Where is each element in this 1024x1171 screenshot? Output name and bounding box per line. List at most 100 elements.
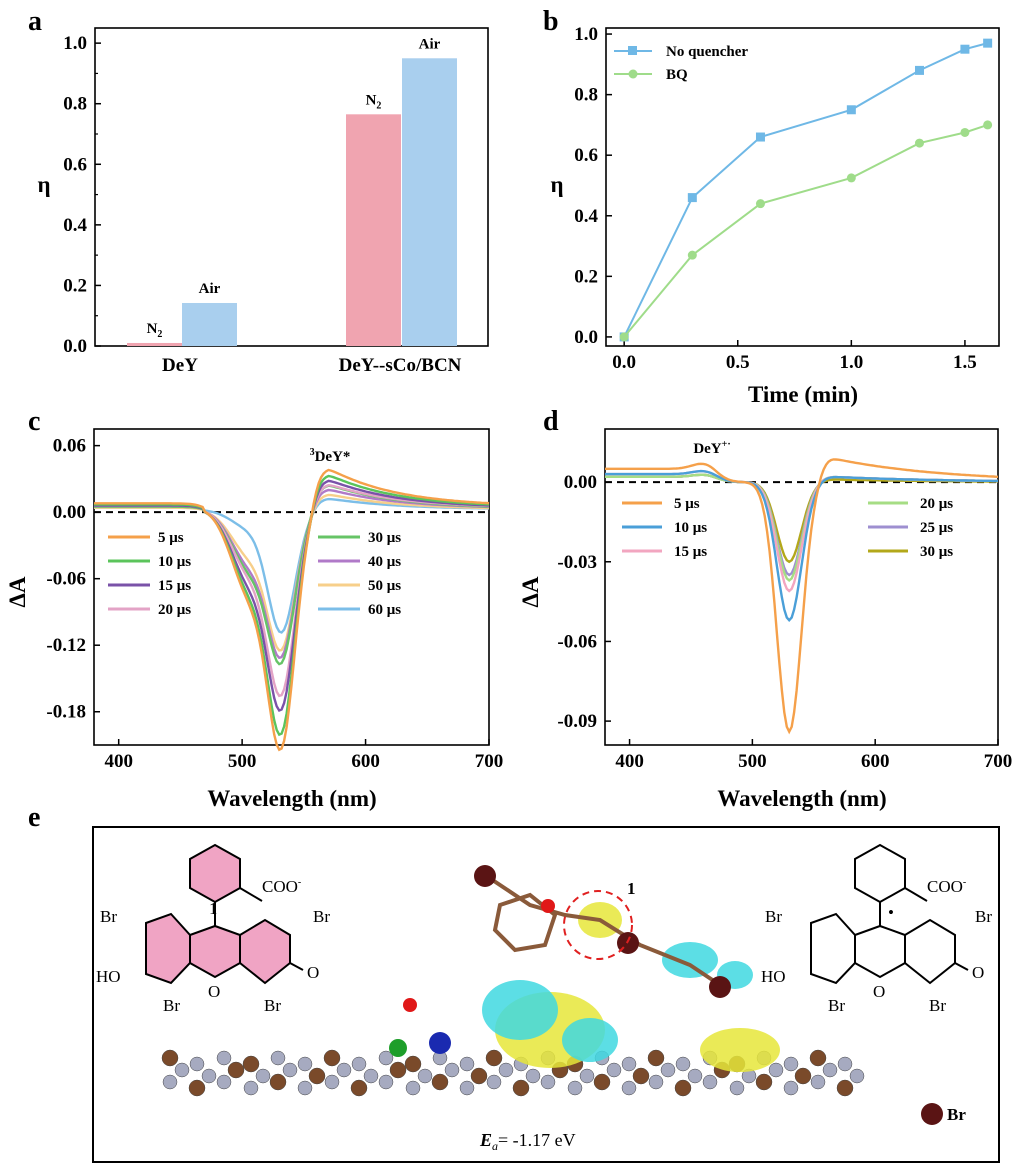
y-tick-label: 1.0 <box>574 24 598 45</box>
bar-label-n2: N2 <box>366 92 382 111</box>
ticks-b: 0.0 0.2 0.4 0.6 0.8 1.0 0.0 0.5 1.0 1.5 <box>574 24 977 373</box>
right-ring-right <box>904 918 956 985</box>
annotation-3dey-main: DeY* <box>315 449 351 465</box>
plot-frame-a <box>94 27 489 347</box>
panel-d: d ΔA Wavelength (nm) 0.00 -0.03 -0.06 -0.09… <box>518 406 1012 811</box>
label-ho-right: HO <box>761 967 786 986</box>
legend-label: 30 μs <box>920 544 953 560</box>
y-tick-label: 0.4 <box>63 215 87 236</box>
o-atom-1 <box>541 899 555 913</box>
sheet-atom <box>486 1074 502 1090</box>
panel-e: e COO- 1 Br Br HO O O Br Br <box>28 802 1000 1163</box>
o-atom-2 <box>403 998 417 1012</box>
label-o-keto-right: O <box>972 963 984 982</box>
data-point <box>983 120 993 130</box>
benzoate-ring-left <box>189 843 241 904</box>
x-tick-label: 1.0 <box>839 352 863 373</box>
lines-c <box>94 468 490 752</box>
label-br2-left: Br <box>313 907 330 926</box>
legend-label: 15 μs <box>158 578 191 594</box>
data-point <box>960 44 970 54</box>
annotation-3dey: 3DeY* <box>310 447 351 465</box>
dey-backbone-3d <box>483 873 722 987</box>
sheet-atom <box>783 1056 799 1072</box>
label-br4-left: Br <box>264 996 281 1015</box>
legend-b: No quencher BQ <box>614 44 748 83</box>
label-br3-left: Br <box>163 996 180 1015</box>
y-axis-title-d: ΔA <box>518 576 543 607</box>
sheet-atom <box>282 1062 298 1078</box>
sheet-atom <box>837 1056 853 1072</box>
bar-air <box>402 58 457 347</box>
plot-frame-d <box>604 428 999 746</box>
spectrum-line <box>605 458 999 735</box>
sheet-atom <box>323 1049 341 1067</box>
legend-label: 10 μs <box>674 520 707 536</box>
y-axis-title-b: η <box>550 172 563 197</box>
sheet-atom <box>297 1080 313 1096</box>
sheet-atom <box>324 1074 340 1090</box>
label-coo-left-charge: - <box>298 877 301 888</box>
charge-density-yellow-2 <box>700 1028 780 1072</box>
dey-structure-left-labels: COO- 1 Br Br HO O O Br Br <box>96 877 330 1015</box>
y-tick-label: -0.18 <box>46 702 86 723</box>
sheet-atom <box>161 1049 179 1067</box>
x-tick-label: 700 <box>475 751 504 772</box>
x-category-dey: DeY <box>162 355 198 376</box>
panel-c: c ΔA Wavelength (nm) 0.06 0.00 -0.06 -0.12 -… <box>5 406 503 811</box>
legend-label: 20 μs <box>158 602 191 618</box>
bar-n2 <box>127 342 182 346</box>
x-tick-label: 500 <box>738 751 767 772</box>
y-tick-label: 0.4 <box>574 206 598 227</box>
legend-label: 5 μs <box>674 496 700 512</box>
legend-label: 5 μs <box>158 530 184 546</box>
sheet-atom <box>431 1073 449 1091</box>
legend-d: 5 μs 10 μs 15 μs 20 μs 25 μs 30 μs <box>622 496 953 560</box>
benzoate-ring-right <box>854 843 906 904</box>
sheet-atom <box>188 1079 206 1097</box>
x-tick-label: 400 <box>615 751 644 772</box>
sheet-atom <box>810 1074 826 1090</box>
br-legend-label: Br <box>947 1105 966 1124</box>
sheet-atom <box>243 1080 259 1096</box>
label-coo-right-charge: - <box>963 877 966 888</box>
spectrum-line <box>94 468 490 752</box>
data-point <box>755 199 765 209</box>
bond-coo-right <box>904 887 928 902</box>
sheet-atom <box>836 1079 854 1097</box>
sheet-atom <box>389 1061 407 1079</box>
bar-label-n2-sub: 2 <box>376 100 381 111</box>
x-tick-label: 600 <box>351 751 380 772</box>
sheet-atom <box>687 1068 703 1084</box>
dey-bond-path <box>483 873 722 987</box>
bar-label-n2-text: N <box>147 321 158 337</box>
sheet-atom <box>459 1080 475 1096</box>
left-ring-left <box>145 912 191 985</box>
bar-label-air: Air <box>419 36 441 52</box>
sheet-atom <box>632 1067 650 1085</box>
sheet-atom <box>755 1073 773 1091</box>
data-point <box>914 138 924 148</box>
sheet-atom <box>621 1056 637 1072</box>
label-ho-left: HO <box>96 967 121 986</box>
y-tick-label: 0.0 <box>574 327 598 348</box>
sheet-atom <box>444 1062 460 1078</box>
dft-render: 1 <box>161 865 865 1097</box>
dey-structure-right-labels: COO- • Br Br HO O O Br Br <box>761 877 992 1015</box>
dey-ring-3d <box>492 892 558 953</box>
sheet-atom <box>189 1056 205 1072</box>
legend-label: 25 μs <box>920 520 953 536</box>
panel-e-frame <box>92 826 1000 1163</box>
data-point <box>846 105 856 115</box>
sheet-atom <box>768 1062 784 1078</box>
sheet-atom <box>729 1080 745 1096</box>
legend-marker-no-quencher <box>628 46 637 55</box>
data-point <box>687 250 697 260</box>
data-point <box>846 173 856 183</box>
y-tick-label: 0.2 <box>574 266 598 287</box>
data-point <box>619 332 629 342</box>
sheet-atom <box>525 1068 541 1084</box>
label-br1-right: Br <box>765 907 782 926</box>
y-tick-label: 0.6 <box>574 145 598 166</box>
